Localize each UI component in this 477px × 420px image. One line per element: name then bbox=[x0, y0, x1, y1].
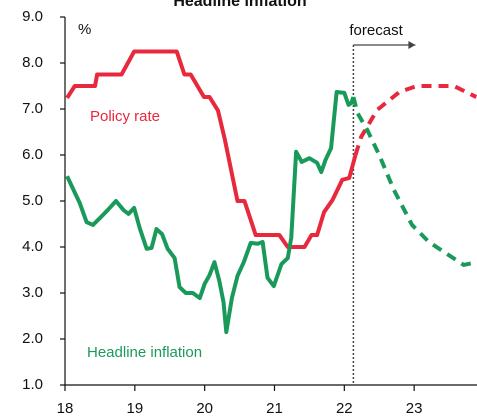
forecast-label: forecast bbox=[349, 22, 403, 39]
y-tick-label: 7.0 bbox=[22, 100, 43, 117]
y-tick-label: 5.0 bbox=[22, 192, 43, 209]
y-tick-label: 9.0 bbox=[22, 8, 43, 25]
line-actual bbox=[65, 89, 356, 335]
y-tick-label: 4.0 bbox=[22, 238, 43, 255]
y-tick-label: 2.0 bbox=[22, 330, 43, 347]
x-tick-label: 23 bbox=[406, 400, 423, 417]
series-label: Headline inflation bbox=[87, 344, 202, 361]
chart-title: Headline inflation bbox=[173, 0, 306, 10]
y-tick-label: 6.0 bbox=[22, 146, 43, 163]
y-tick-label: 1.0 bbox=[22, 376, 43, 393]
series-label: Policy rate bbox=[90, 108, 160, 125]
line-forecast bbox=[351, 96, 477, 267]
x-tick-label: 21 bbox=[266, 400, 283, 417]
y-axis-label: % bbox=[78, 21, 91, 38]
forecast-arrowhead bbox=[408, 41, 416, 49]
line-actual bbox=[65, 49, 358, 249]
x-tick-label: 22 bbox=[336, 400, 353, 417]
x-tick-label: 18 bbox=[57, 400, 74, 417]
line-forecast bbox=[353, 84, 477, 156]
x-tick-label: 19 bbox=[126, 400, 143, 417]
y-tick-label: 8.0 bbox=[22, 54, 43, 71]
y-tick-label: 3.0 bbox=[22, 284, 43, 301]
x-tick-label: 20 bbox=[196, 400, 213, 417]
